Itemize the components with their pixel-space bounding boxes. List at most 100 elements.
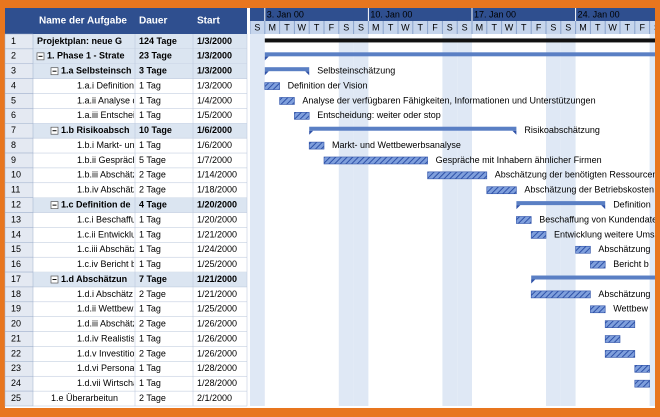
task-name: 1.c.iv Bericht b <box>77 259 136 269</box>
day-letter: T <box>595 22 601 32</box>
task-start: 1/3/2000 <box>197 66 232 76</box>
row-number: 12 <box>11 199 21 209</box>
row-number-cell <box>4 123 34 139</box>
day-letter: F <box>432 22 438 32</box>
task-duration: 5 Tage <box>139 155 166 165</box>
task-start: 1/5/2000 <box>197 110 232 120</box>
task-start: 1/26/2000 <box>197 348 237 358</box>
task-bar <box>634 364 650 373</box>
day-letter: S <box>447 22 453 32</box>
task-start: 1/6/2000 <box>197 140 232 150</box>
week-label: 24. Jan 00 <box>578 9 620 19</box>
row-number-cell <box>4 48 34 65</box>
task-name: 1.d.ii Wettbew <box>77 304 134 314</box>
bar-label: Abschätzung der benötigten Ressourcen <box>495 170 658 180</box>
task-bar <box>575 245 591 254</box>
row-number: 22 <box>11 348 21 358</box>
task-name: 1.c.i Beschaffu <box>77 214 136 224</box>
row-number: 6 <box>11 110 16 120</box>
column-header: Name der Aufgabe <box>39 16 127 27</box>
row-number: 14 <box>11 229 21 239</box>
day-letter: F <box>329 22 335 32</box>
task-duration: 4 Tage <box>139 199 167 209</box>
task-bar <box>308 141 325 150</box>
bar-label: Gespräche mit Inhabern ähnlicher Firmen <box>436 155 602 165</box>
day-letter: T <box>625 22 631 32</box>
task-start: 1/20/2000 <box>197 214 237 224</box>
row-number: 21 <box>11 333 21 343</box>
row-number-cell <box>4 108 34 124</box>
weekend-shade <box>649 34 655 406</box>
task-start: 1/25/2000 <box>197 259 237 269</box>
task-bar <box>323 156 428 165</box>
summary-row-bg <box>33 197 247 213</box>
summary-end <box>264 56 269 61</box>
task-duration: 2 Tage <box>139 393 166 403</box>
week-header <box>250 8 655 21</box>
bar-label: Analyse der verfügbaren Fähigkeiten, Inf… <box>302 95 595 105</box>
task-start: 1/18/2000 <box>197 185 237 195</box>
task-start: 1/3/2000 <box>197 51 232 61</box>
row-number: 11 <box>11 185 20 195</box>
row-number: 25 <box>11 393 21 403</box>
task-name: 1. Phase 1 - Strate <box>47 51 125 61</box>
task-duration: 1 Tag <box>139 110 161 120</box>
bar-label: Bericht b <box>613 259 649 269</box>
task-duration: 1 Tag <box>139 363 161 373</box>
bar-label: Abschätzung <box>598 289 650 299</box>
row-number: 2 <box>11 51 16 61</box>
row-number: 24 <box>11 378 21 388</box>
task-name: 1.a Selbsteinsch <box>61 66 132 76</box>
task-name: 1.b.iii Abschätz <box>77 170 138 180</box>
task-duration: 124 Tage <box>139 36 177 46</box>
task-start: 1/24/2000 <box>197 244 237 254</box>
task-name: 1.a.i Definition <box>77 80 134 90</box>
bar-label: Abschätzung der Betriebskosten <box>524 185 654 195</box>
summary-bar <box>264 67 310 72</box>
day-letter: S <box>358 22 364 32</box>
row-number-cell <box>4 63 34 79</box>
task-duration: 2 Tage <box>139 319 166 329</box>
day-letter: F <box>639 22 645 32</box>
day-letter: W <box>298 22 307 32</box>
row-number: 3 <box>11 66 16 76</box>
row-number-cell <box>4 390 34 407</box>
day-letter: T <box>521 22 527 32</box>
task-bar <box>264 82 280 90</box>
task-duration: 1 Tag <box>139 333 161 343</box>
weekend-shade <box>560 34 576 406</box>
summary-row-bg <box>33 34 247 49</box>
task-bar <box>279 97 295 105</box>
day-letter: M <box>579 22 587 32</box>
task-name: 1.a.ii Analyse d <box>77 95 138 105</box>
row-number: 19 <box>11 304 21 314</box>
task-bar <box>634 379 650 388</box>
day-letter: F <box>536 22 542 32</box>
bar-label: Beschaffung von Kundendate <box>539 214 657 224</box>
task-start: 2/1/2000 <box>197 393 232 403</box>
summary-bar <box>531 275 655 280</box>
bar-label: Entwicklung weitere Umsa <box>554 229 660 239</box>
weekend-shade <box>250 34 265 406</box>
task-start: 1/3/2000 <box>197 36 232 46</box>
row-number: 17 <box>11 274 21 284</box>
task-start: 1/21/2000 <box>197 229 237 239</box>
task-name: 1.b.i Markt- un <box>77 140 135 150</box>
row-number: 13 <box>11 214 21 224</box>
task-duration: 3 Tage <box>139 66 167 76</box>
task-bar <box>590 305 606 314</box>
day-letter: W <box>608 22 617 32</box>
task-name: 1.c.ii Entwicklu <box>77 229 136 239</box>
task-start: 1/3/2000 <box>197 80 232 90</box>
row-number: 5 <box>11 95 16 105</box>
table-header <box>5 8 247 34</box>
task-start: 1/26/2000 <box>197 319 237 329</box>
task-bar <box>604 335 621 343</box>
task-bar <box>604 320 636 328</box>
row-number: 15 <box>11 244 21 254</box>
bar-label: Definition der Vision <box>288 80 368 90</box>
row-number: 7 <box>11 125 16 135</box>
day-letter: W <box>401 22 410 32</box>
task-start: 1/14/2000 <box>197 170 237 180</box>
